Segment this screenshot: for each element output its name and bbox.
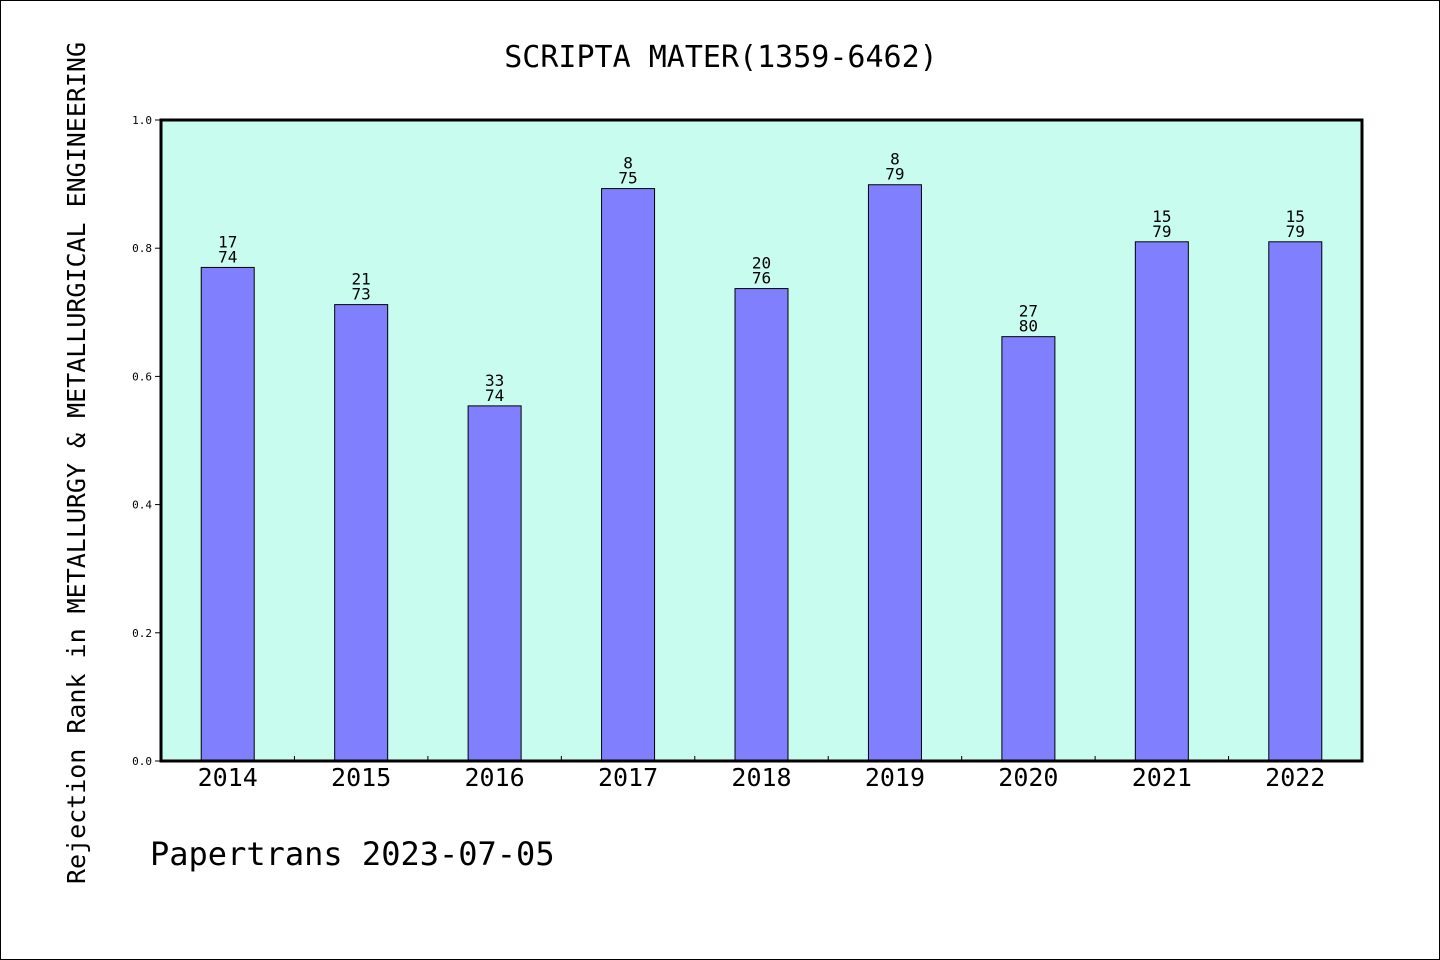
y-tick-label: 0.0	[132, 755, 152, 768]
bar-2014	[200, 266, 255, 762]
bar-rank-label: 15	[1152, 207, 1171, 226]
bar-rank-label: 8	[623, 154, 633, 173]
footer-credit: Papertrans 2023-07-05	[150, 835, 555, 873]
bar-total-label: 79	[1152, 222, 1171, 241]
plot-frame	[159, 118, 1364, 763]
bar-2020	[1001, 336, 1056, 762]
x-tick-label: 2014	[198, 763, 258, 792]
x-axis: 2014 2015 2016 2017 2018 2019 2020 2021 2022	[198, 756, 1325, 792]
bar-2022	[1268, 241, 1323, 762]
bar-rank-label: 15	[1286, 207, 1305, 226]
bar-total-label: 75	[618, 169, 637, 188]
y-tick-label: 0.8	[132, 242, 152, 255]
bar-total-label: 74	[485, 386, 504, 405]
x-tick-label: 2021	[1132, 763, 1192, 792]
y-tick-label: 0.4	[132, 499, 152, 512]
bar-total-label: 79	[1286, 222, 1305, 241]
bar-2016	[467, 405, 522, 762]
bar-2021	[1134, 241, 1189, 762]
bar-rank-label: 20	[752, 254, 771, 273]
bar-rank-label: 8	[890, 150, 900, 169]
x-tick-label: 2017	[598, 763, 658, 792]
x-tick-label: 2016	[465, 763, 525, 792]
bar-total-label: 76	[752, 269, 771, 288]
bar-series	[200, 184, 1323, 762]
x-tick-label: 2022	[1265, 763, 1325, 792]
bar-2018	[734, 288, 789, 762]
bar-rank-label: 27	[1019, 302, 1038, 321]
bar-2019	[867, 184, 922, 762]
y-axis-label: Rejection Rank in METALLURGY & METALLURG…	[62, 42, 91, 884]
bar-total-label: 73	[352, 285, 371, 304]
bar-rank-label: 33	[485, 371, 504, 390]
x-tick-label: 2019	[865, 763, 925, 792]
chart-title: SCRIPTA MATER(1359-6462)	[504, 40, 937, 75]
bar-total-label: 79	[885, 165, 904, 184]
bar-2017	[601, 188, 656, 762]
y-tick-label: 0.2	[132, 627, 152, 640]
x-tick-label: 2020	[998, 763, 1058, 792]
x-tick-label: 2015	[331, 763, 391, 792]
bar-rank-label: 21	[352, 270, 371, 289]
y-tick-label: 1.0	[132, 114, 152, 127]
x-tick-label: 2018	[731, 763, 791, 792]
bar-rank-label: 17	[218, 232, 237, 251]
y-axis: 0.0 0.2 0.4 0.6 0.8 1.0	[132, 114, 161, 768]
bar-total-label: 80	[1019, 317, 1038, 336]
y-tick-label: 0.6	[132, 370, 152, 383]
bar-total-label: 74	[218, 247, 237, 266]
bar-2015	[334, 304, 389, 762]
